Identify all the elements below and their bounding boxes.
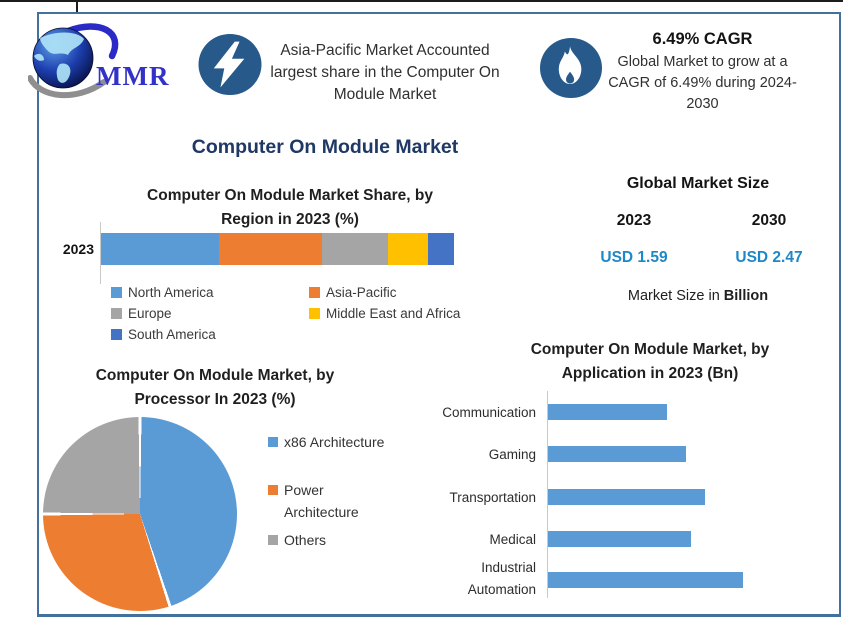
top-crop-tick bbox=[76, 0, 78, 13]
region-stacked-bar bbox=[101, 233, 454, 265]
power-swatch bbox=[268, 485, 278, 495]
bar-segment-south-america bbox=[427, 233, 454, 265]
bar-label-communication: Communication bbox=[442, 405, 536, 420]
legend-label: Europe bbox=[128, 306, 172, 321]
mmr-logo: MMR bbox=[28, 23, 169, 98]
bar-medical bbox=[548, 531, 691, 547]
highlight-text: Asia-Pacific Market Accounted largest sh… bbox=[270, 42, 500, 103]
bar-label-industrial-automation: Industrial Automation bbox=[467, 560, 536, 597]
bar-label-medical: Medical bbox=[489, 532, 536, 547]
legend-label: South America bbox=[128, 327, 216, 342]
legend-item-asia-pacific: Asia-Pacific bbox=[309, 282, 481, 303]
market-size-year-2030: 2030 bbox=[751, 212, 787, 229]
bar-segment-middle-east-and-africa bbox=[387, 233, 428, 265]
flame-icon bbox=[540, 37, 602, 99]
south-america-swatch bbox=[111, 329, 122, 340]
region-legend: North America Asia-Pacific Europe Middle… bbox=[111, 282, 481, 345]
application-axis-line bbox=[547, 391, 548, 598]
market-size-value-2030: USD 2.47 bbox=[735, 249, 803, 266]
legend-label: Middle East and Africa bbox=[326, 306, 461, 321]
region-chart-title: Computer On Module Market Share, by Regi… bbox=[147, 187, 433, 228]
europe-swatch bbox=[111, 308, 122, 319]
north-america-swatch bbox=[111, 287, 122, 298]
logo-text: MMR bbox=[96, 61, 169, 91]
bar-communication bbox=[548, 404, 667, 420]
page-title: Computer On Module Market bbox=[191, 136, 459, 158]
legend-item-europe: Europe bbox=[111, 303, 309, 324]
legend-item-south-america: South America bbox=[111, 324, 309, 345]
processor-pie bbox=[43, 417, 237, 611]
market-size-title: Global Market Size bbox=[626, 175, 770, 192]
legend-item-power: Power Architecture bbox=[268, 479, 398, 523]
legend-item-mea: Middle East and Africa bbox=[309, 303, 481, 324]
bar-industrial-automation bbox=[548, 572, 743, 588]
asia-pacific-swatch bbox=[309, 287, 320, 298]
globe-continents bbox=[34, 32, 84, 83]
x86-swatch bbox=[268, 437, 278, 447]
legend-item-others: Others bbox=[268, 529, 326, 551]
bar-label-transportation: Transportation bbox=[449, 490, 536, 505]
market-size-note: Market Size in Billion bbox=[598, 288, 798, 304]
logo-swoosh-blue bbox=[64, 23, 119, 60]
bar-segment-europe bbox=[321, 233, 388, 265]
bar-transportation bbox=[548, 489, 705, 505]
bar-segment-asia-pacific bbox=[219, 233, 322, 265]
market-size-year-2023: 2023 bbox=[616, 212, 652, 229]
bar-segment-north-america bbox=[101, 233, 220, 265]
region-year-label: 2023 bbox=[62, 241, 94, 257]
market-size-note-prefix: Market Size in bbox=[627, 288, 720, 304]
application-chart-title: Computer On Module Market, by Applicatio… bbox=[530, 341, 770, 382]
region-axis-line bbox=[100, 222, 101, 284]
legend-label: Power Architecture bbox=[284, 482, 359, 520]
logo-swoosh-gray bbox=[28, 75, 107, 98]
market-size-value-2023: USD 1.59 bbox=[600, 249, 668, 266]
processor-chart-title: Computer On Module Market, by Processor … bbox=[95, 367, 335, 408]
cagr-block: 6.49% CAGR Global Market to grow at a CA… bbox=[600, 30, 805, 115]
cagr-text: Global Market to grow at a CAGR of 6.49%… bbox=[608, 54, 797, 112]
legend-label: Others bbox=[284, 532, 327, 548]
bar-label-gaming: Gaming bbox=[488, 447, 536, 462]
legend-label: North America bbox=[128, 285, 214, 300]
lightning-bolt-icon bbox=[198, 33, 262, 96]
others-swatch bbox=[268, 535, 278, 545]
cagr-title: 6.49% CAGR bbox=[652, 30, 753, 48]
legend-label: Asia-Pacific bbox=[326, 285, 397, 300]
legend-item-x86: x86 Architecture bbox=[268, 431, 384, 453]
top-crop-line bbox=[0, 0, 843, 2]
legend-item-north-america: North America bbox=[111, 282, 309, 303]
mea-swatch bbox=[309, 308, 320, 319]
market-size-note-unit: Billion bbox=[723, 288, 769, 304]
bar-gaming bbox=[548, 446, 686, 462]
legend-label: x86 Architecture bbox=[284, 434, 385, 450]
